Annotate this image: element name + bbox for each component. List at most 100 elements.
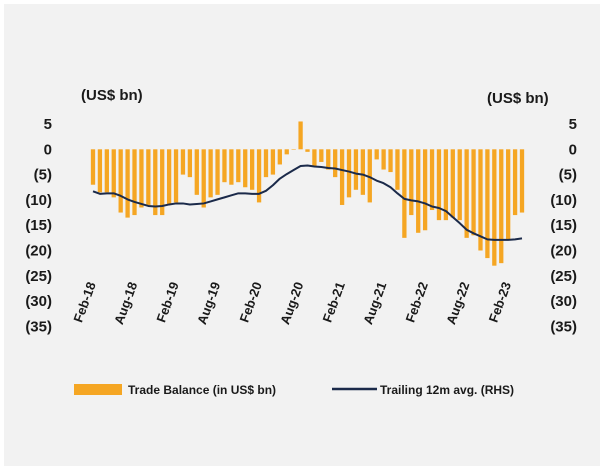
bar-trade-balance [118,149,123,213]
y-tick-left: (20) [25,243,52,260]
x-tick-label: Aug-18 [111,280,140,327]
bar-trade-balance [367,149,372,203]
y-tick-left: (30) [25,293,52,310]
bar-trade-balance [333,149,338,178]
bar-trade-balance [250,149,255,190]
x-tick-label: Aug-20 [277,280,306,327]
bar-trade-balance [409,149,414,216]
y-tick-left: (25) [25,268,52,285]
x-tick-label: Feb-19 [153,280,181,325]
bar-trade-balance [194,149,199,195]
x-tick-label: Feb-22 [402,280,430,325]
bar-trade-balance [339,149,345,205]
bar-trade-balance [243,149,248,188]
bar-trade-balance [160,149,165,216]
bar-trade-balance [312,149,317,168]
y-tick-right: (35) [550,318,577,335]
x-tick-label: Aug-19 [194,280,223,327]
line-trailing-12m-avg [92,164,523,241]
bar-trade-balance [97,149,103,193]
bar-trade-balance [270,149,276,175]
y-tick-left: (15) [25,217,52,234]
bar-trade-balance [492,149,497,266]
bar-trade-balance [512,149,518,216]
bar-trade-balance [284,149,289,155]
bar-trade-balance [471,149,476,236]
y-tick-left: (10) [25,192,52,209]
bar-trade-balance [464,149,469,238]
bar-trade-balance [436,149,442,221]
bar-trade-balance [263,149,269,178]
x-tick-label: Aug-21 [360,280,389,327]
bar-trade-balance [422,149,428,231]
legend: Trade Balance (in US$ bn) Trailing 12m a… [74,383,514,397]
x-tick-label: Feb-23 [486,280,514,325]
bar-trade-balance [485,149,490,259]
bar-trade-balance [173,149,179,203]
y-tick-right: 0 [569,141,577,158]
bar-trade-balance [416,149,421,233]
x-tick-label: Feb-21 [319,280,347,325]
bar-trade-balance [381,149,386,170]
y-tick-left: 0 [44,141,52,158]
bar-trade-balance [111,149,116,198]
y-tick-left: 5 [44,116,52,133]
bar-trade-balance [201,149,206,208]
bar-trade-balance [443,149,449,221]
right-unit-label: (US$ bn) [487,90,549,107]
y-tick-right: (10) [550,192,577,209]
bar-trade-balance [236,149,241,183]
bar-trade-balance [256,149,262,203]
bar-trade-balance [291,149,296,150]
bar-trade-balance [360,149,365,195]
bar-trade-balance [153,149,158,216]
bar-trade-balance [506,149,511,241]
bar-trade-balance [457,149,462,221]
bar-trade-balance [319,149,324,162]
y-tick-right: (25) [550,268,577,285]
legend-label-trailing-avg: Trailing 12m avg. (RHS) [380,383,514,397]
bar-trade-balance [125,149,130,218]
bar-trade-balance [395,149,400,190]
bar-trade-balance [139,149,144,208]
y-tick-left: (5) [34,167,52,184]
bar-trade-balance [146,149,151,205]
y-tick-right: (5) [559,167,577,184]
legend-label-trade-balance: Trade Balance (in US$ bn) [128,383,276,397]
bar-trade-balance [346,149,352,198]
y-tick-right: (30) [550,293,577,310]
bar-trade-balance [166,149,172,205]
bar-trade-balance [298,121,303,150]
bar-trade-balance [519,149,525,213]
bar-trade-balance [277,149,282,165]
bar-trade-balance [90,149,96,185]
bar-trade-balance [229,149,234,185]
legend-swatch-trade-balance [74,384,122,395]
bar-trade-balance [187,149,193,178]
left-unit-label: (US$ bn) [81,87,143,104]
y-tick-right: (20) [550,243,577,260]
bar-trade-balance [305,149,310,152]
bar-trade-balance [326,149,331,170]
x-tick-label: Feb-20 [236,280,264,325]
x-tick-label: Feb-18 [70,280,98,325]
bar-trade-balance [208,149,213,198]
bar-trade-balance [478,149,483,251]
x-tick-label: Aug-22 [443,280,472,327]
bar-trade-balance [353,149,359,190]
y-tick-right: (15) [550,217,577,234]
y-tick-right: 5 [569,116,577,133]
bar-trade-balance [104,149,109,193]
bar-trade-balance [222,149,227,183]
bar-trade-balance [132,149,137,216]
bar-trade-balance [450,149,455,218]
bar-trade-balance [429,149,435,211]
bar-trade-balance [499,149,504,264]
bar-trade-balance [388,149,393,173]
bar-trade-balance [374,149,379,160]
bar-trade-balance [215,149,220,195]
y-tick-left: (35) [25,318,52,335]
bar-trade-balance [402,149,407,238]
bar-trade-balance [180,149,186,175]
